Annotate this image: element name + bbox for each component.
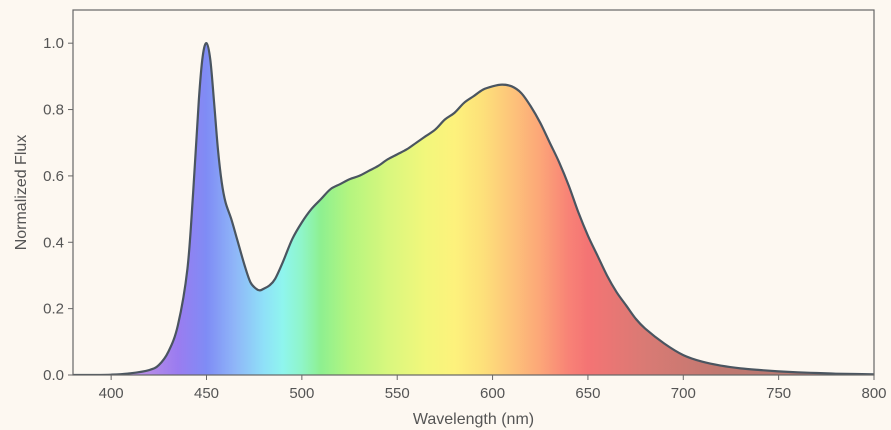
y-axis: 0.0 0.2 0.4 0.6 0.8 1.0 [43,35,73,384]
x-tick-label: 800 [861,385,886,402]
spectrum-area [73,43,874,375]
y-tick-label: 0.8 [43,102,64,119]
y-axis-label: Normalized Flux [13,135,30,251]
x-tick-label: 650 [575,385,600,402]
x-tick-label: 450 [194,385,219,402]
y-tick-label: 0.0 [43,367,64,384]
x-tick-label: 700 [671,385,696,402]
x-axis-label: Wavelength (nm) [413,411,534,428]
y-tick-label: 1.0 [43,35,64,52]
x-tick-label: 400 [99,385,124,402]
x-tick-label: 500 [289,385,314,402]
y-tick-label: 0.2 [43,301,64,318]
y-tick-label: 0.4 [43,234,64,251]
spectrum-line [73,42,874,375]
x-tick-label: 600 [480,385,505,402]
x-axis: 400 450 500 550 600 650 700 750 800 [99,375,887,402]
plot-frame [72,9,875,376]
x-tick-label: 550 [385,385,410,402]
x-tick-label: 750 [766,385,791,402]
y-tick-label: 0.6 [43,168,64,185]
